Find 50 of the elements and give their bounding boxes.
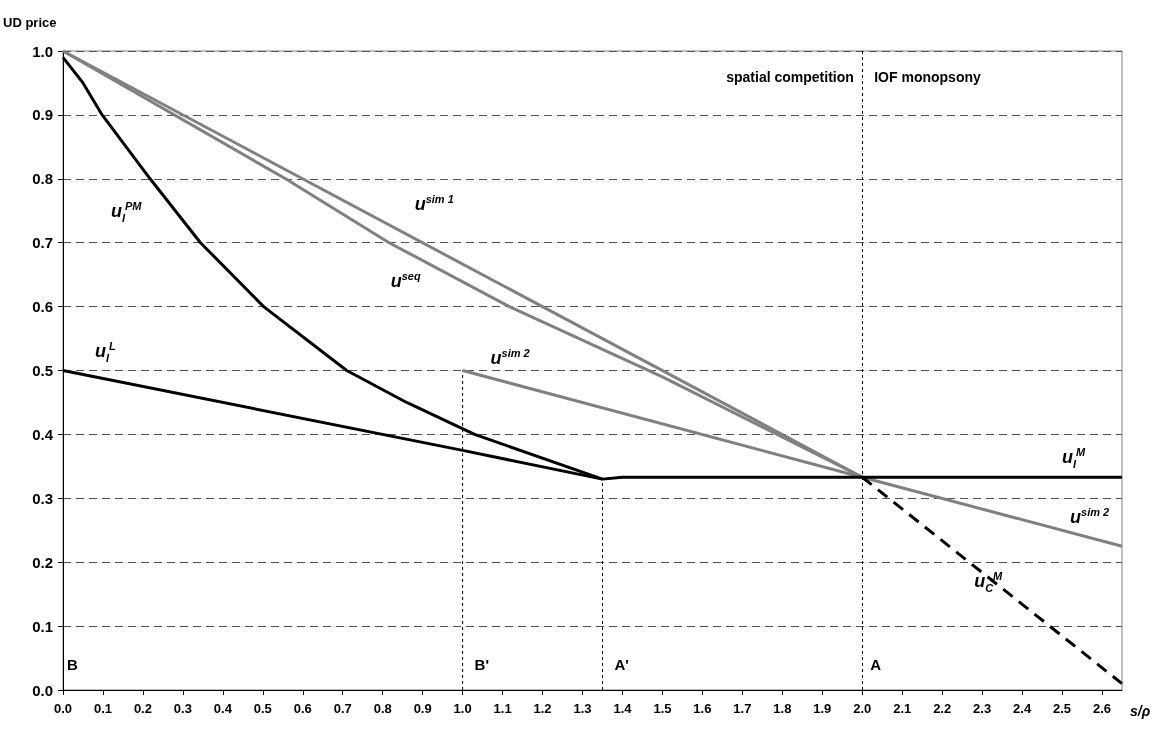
series-label: u$^{seq}$: [390, 270, 421, 292]
y-tick-label: 0.7: [32, 234, 53, 252]
x-tick-label: 1.8: [773, 701, 792, 716]
y-axis-title: UD price: [3, 15, 57, 30]
x-tick-label: 0.6: [293, 701, 312, 716]
annotation: spatial competition: [726, 69, 854, 86]
x-tick-label: 1.1: [493, 701, 512, 716]
y-tick-label: 0.6: [32, 298, 53, 316]
x-tick-label: 1.0: [453, 701, 472, 716]
y-tick-label: 0.1: [32, 617, 53, 635]
x-tick-label: 2.2: [933, 701, 952, 716]
annotation: IOF monopsony: [874, 69, 981, 86]
y-tick-label: 0.9: [32, 106, 53, 124]
y-tick-label: 0.0: [32, 681, 53, 699]
x-tick-label: 0.0: [53, 701, 73, 716]
x-axis-title: s/ρ: [1130, 703, 1151, 719]
x-tick-label: 0.7: [333, 701, 352, 716]
x-tick-label: 2.3: [973, 701, 992, 716]
annotation: B': [474, 656, 490, 674]
x-tick-label: 2.6: [1092, 701, 1112, 716]
x-tick-label: 1.5: [653, 701, 672, 716]
x-tick-label: 0.9: [413, 701, 432, 716]
x-tick-label: 1.2: [533, 701, 552, 716]
x-tick-label: 0.1: [93, 701, 112, 716]
y-tick-label: 0.8: [32, 170, 53, 188]
x-tick-label: 0.5: [253, 701, 272, 716]
annotation: A: [870, 656, 882, 674]
y-tick-label: 0.5: [32, 362, 53, 379]
text: u$^{sim 2}$: [490, 346, 530, 368]
annotation: A': [614, 656, 629, 674]
x-tick-label: 1.7: [733, 701, 752, 716]
x-tick-label: 1.6: [693, 701, 712, 716]
x-tick-label: 2.5: [1053, 701, 1072, 716]
y-tick-label: 0.4: [32, 425, 54, 443]
x-tick-label: 1.9: [813, 701, 832, 716]
x-tick-label: 0.4: [213, 701, 233, 716]
x-tick-label: 0.2: [133, 701, 152, 716]
y-tick-label: 1.0: [32, 42, 53, 60]
x-tick-label: 2.1: [893, 701, 912, 716]
annotation: B: [67, 656, 78, 674]
series-label: u$^{sim 1}$: [414, 193, 454, 215]
x-tick-label: 1.4: [613, 701, 633, 716]
series-label: u$^{sim 2}$: [1070, 506, 1110, 528]
x-tick-label: 0.3: [173, 701, 192, 716]
x-tick-label: 2.0: [853, 701, 872, 716]
x-tick-label: 1.3: [573, 701, 592, 716]
x-tick-label: 0.8: [373, 701, 392, 716]
y-tick-label: 0.3: [32, 489, 53, 507]
y-tick-label: 0.2: [32, 553, 53, 571]
x-tick-label: 2.4: [1013, 701, 1032, 716]
